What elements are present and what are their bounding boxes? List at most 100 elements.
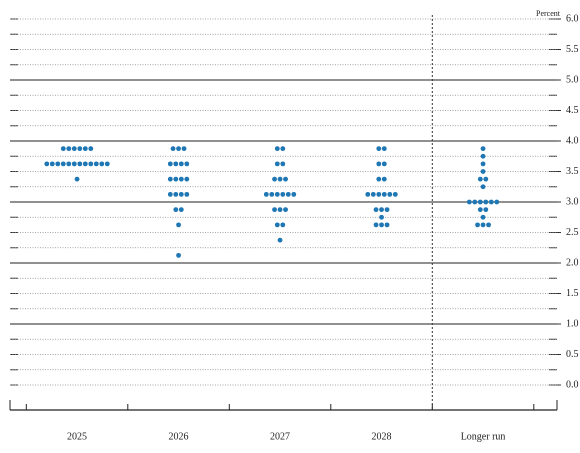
y-tick-label: 3.5: [566, 166, 579, 177]
dot: [99, 161, 105, 167]
dot: [483, 176, 489, 182]
dot: [381, 176, 387, 182]
dot: [274, 222, 280, 228]
dot: [277, 176, 283, 182]
dot: [480, 161, 486, 167]
dot: [376, 161, 382, 167]
dot: [477, 199, 483, 205]
dot: [477, 176, 483, 182]
dot: [376, 191, 382, 197]
dot: [274, 191, 280, 197]
dot: [82, 146, 88, 152]
y-tick-label: 6.0: [566, 13, 579, 24]
dot: [480, 146, 486, 152]
dot: [488, 199, 494, 205]
dot: [178, 176, 184, 182]
dot: [365, 191, 371, 197]
y-tick-label: 1.0: [566, 318, 579, 329]
dot: [466, 199, 472, 205]
dot: [392, 191, 398, 197]
dot: [173, 191, 179, 197]
dot: [291, 191, 297, 197]
y-tick-label: 4.5: [566, 105, 579, 116]
dot: [184, 176, 190, 182]
dot: [173, 161, 179, 167]
dot: [280, 146, 286, 152]
dot: [176, 222, 181, 228]
dot: [178, 161, 184, 167]
dot: [387, 191, 393, 197]
dot: [181, 146, 187, 152]
dot: [170, 146, 176, 152]
dot: [373, 222, 379, 228]
x-tick-label: Longer run: [461, 431, 506, 442]
dot: [104, 161, 110, 167]
dot: [480, 214, 486, 220]
dot: [176, 146, 181, 152]
dot: [184, 191, 190, 197]
dot: [280, 222, 286, 228]
dot: [274, 161, 280, 167]
dot: [269, 191, 275, 197]
dot: [381, 146, 387, 152]
dot: [178, 207, 184, 213]
dot: [381, 191, 387, 197]
dot: [66, 146, 72, 152]
dot: [384, 207, 390, 213]
dot: [384, 222, 390, 228]
dot: [71, 146, 77, 152]
dot: [93, 161, 99, 167]
dot: [280, 191, 286, 197]
y-axis-label: Percent: [536, 9, 561, 18]
dot: [376, 146, 382, 152]
y-tick-label: 5.0: [566, 74, 579, 85]
dot: [272, 176, 277, 182]
dot: [283, 176, 288, 182]
dot: [60, 161, 66, 167]
dot: [480, 222, 486, 228]
dot: [173, 207, 179, 213]
dot: [277, 237, 283, 243]
dot: [277, 207, 283, 213]
dot: [376, 176, 382, 182]
dot: [176, 252, 181, 258]
dot: [88, 161, 94, 167]
dot: [71, 161, 77, 167]
dot: [483, 199, 489, 205]
dot: [263, 191, 269, 197]
y-tick-label: 2.5: [566, 227, 579, 238]
dot: [77, 161, 83, 167]
dot: [486, 222, 491, 228]
dot: [178, 191, 184, 197]
dot: [272, 207, 277, 213]
dot: [82, 161, 88, 167]
dot: [184, 161, 190, 167]
dot: [477, 207, 483, 213]
dot: [475, 222, 480, 228]
y-tick-label: 1.5: [566, 288, 579, 299]
y-tick-label: 3.0: [566, 196, 579, 207]
dot: [167, 161, 173, 167]
x-tick-label: 2025: [67, 431, 87, 442]
y-tick-label: 2.0: [566, 257, 579, 268]
y-tick-label: 0.0: [566, 379, 579, 390]
dot: [44, 161, 50, 167]
dot: [483, 207, 489, 213]
dot: [379, 222, 384, 228]
y-tick-label: 0.5: [566, 349, 579, 360]
dot: [60, 146, 66, 152]
x-tick-label: 2027: [270, 431, 290, 442]
x-tick-label: 2026: [169, 431, 189, 442]
dot: [77, 146, 83, 152]
y-tick-label: 4.0: [566, 135, 579, 146]
dot: [88, 146, 94, 152]
dot: [480, 184, 486, 190]
dot: [167, 191, 173, 197]
dot: [379, 207, 384, 213]
y-tick-label: 5.5: [566, 44, 579, 55]
dot: [167, 176, 173, 182]
x-tick-label: 2028: [372, 431, 392, 442]
dot: [472, 199, 478, 205]
dot: [480, 153, 486, 159]
